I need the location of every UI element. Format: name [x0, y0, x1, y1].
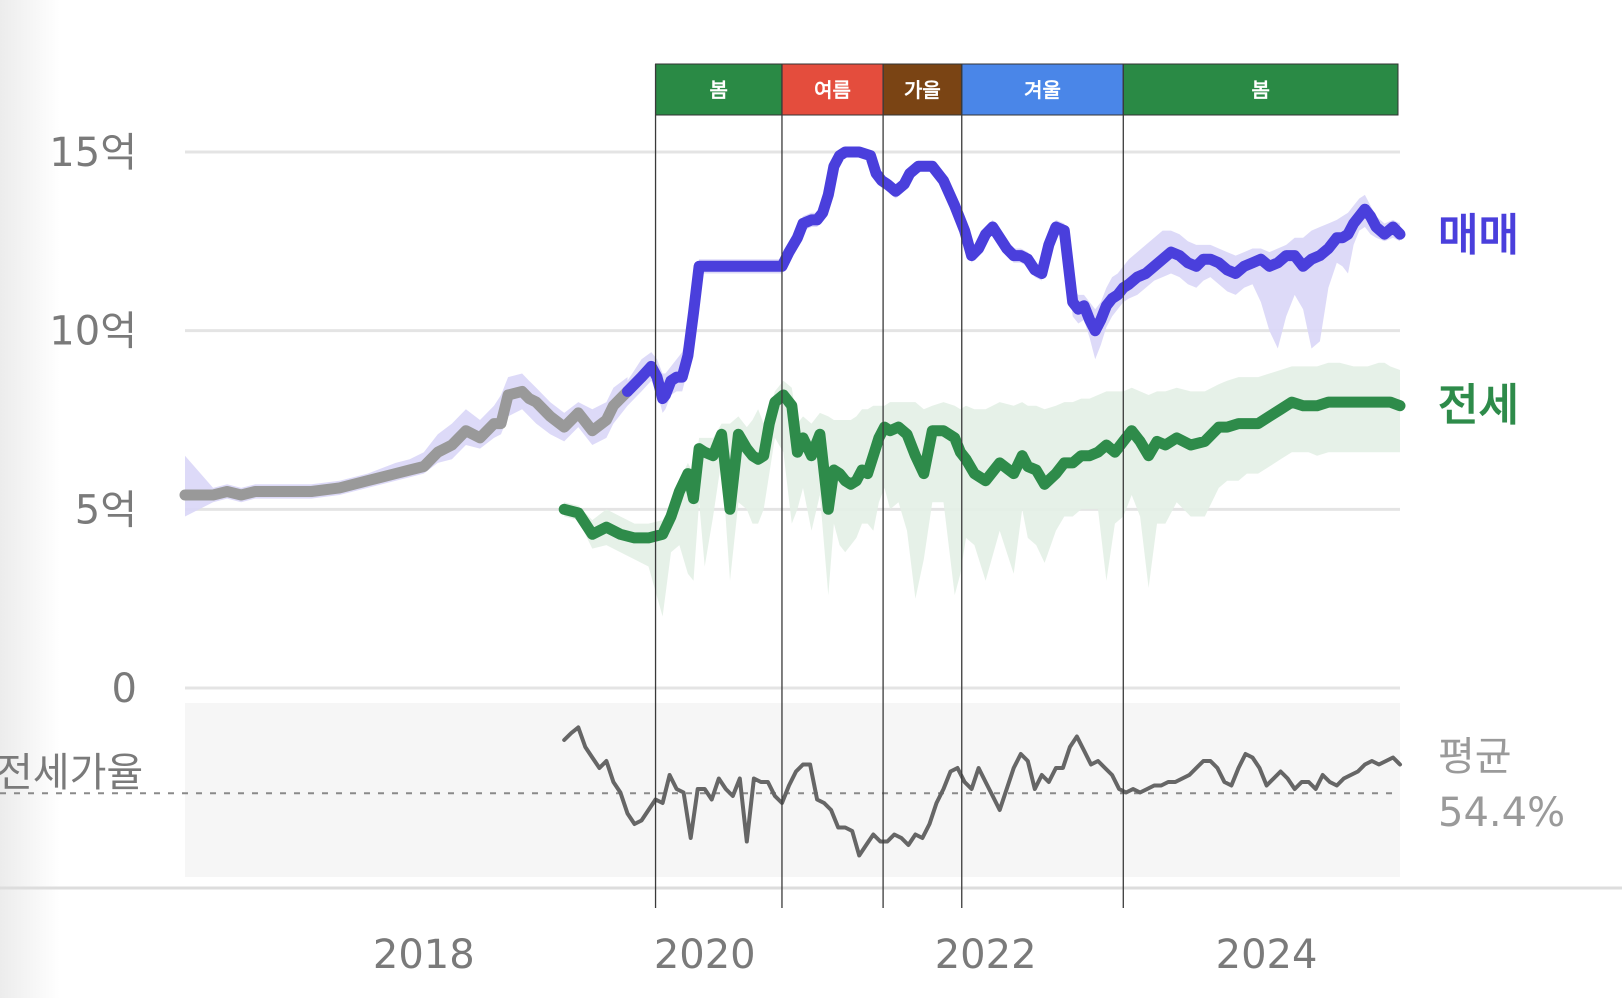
- period-block: [882, 63, 963, 116]
- ratio-panel: [185, 703, 1400, 877]
- y-tick-label: 15억: [49, 130, 137, 176]
- y-tick-label: 0: [112, 666, 137, 712]
- period-block: [1122, 63, 1399, 116]
- series-line: [179, 385, 633, 501]
- sale-series-label: 매매: [1438, 210, 1519, 261]
- x-axis-ticks: 2018 2020 2022 2024: [373, 932, 1318, 978]
- period-block: [961, 63, 1124, 116]
- x-tick-label: 2022: [935, 932, 1037, 978]
- x-tick-label: 2018: [373, 932, 475, 978]
- period-label: 봄: [1251, 78, 1269, 102]
- period-label: 여름: [814, 78, 851, 102]
- range-bands: [185, 148, 1400, 617]
- series-line: [562, 725, 1402, 858]
- y-tick-label: 5억: [75, 487, 137, 533]
- y-axis-ticks: 15억 10억 5억 0: [49, 130, 137, 712]
- range-band: [185, 373, 628, 517]
- period-label: 봄: [710, 78, 728, 102]
- series-lines: [179, 146, 1406, 858]
- jeonse-series-label: 전세: [1438, 380, 1519, 431]
- series-line: [622, 146, 1406, 405]
- ratio-axis-label: 전세가율: [0, 750, 143, 796]
- ratio-average-value: 54.4%: [1438, 790, 1565, 836]
- period-label: 가을: [904, 78, 941, 102]
- period-label: 겨울: [1024, 78, 1061, 102]
- series-line: [558, 389, 1406, 544]
- x-tick-label: 2024: [1216, 932, 1318, 978]
- y-tick-label: 10억: [49, 309, 137, 355]
- period-block: [655, 63, 783, 116]
- period-bar: 봄 여름 가을 겨울 봄: [654, 63, 1399, 908]
- x-tick-label: 2020: [654, 932, 756, 978]
- ratio-average-label: 평균: [1438, 734, 1512, 780]
